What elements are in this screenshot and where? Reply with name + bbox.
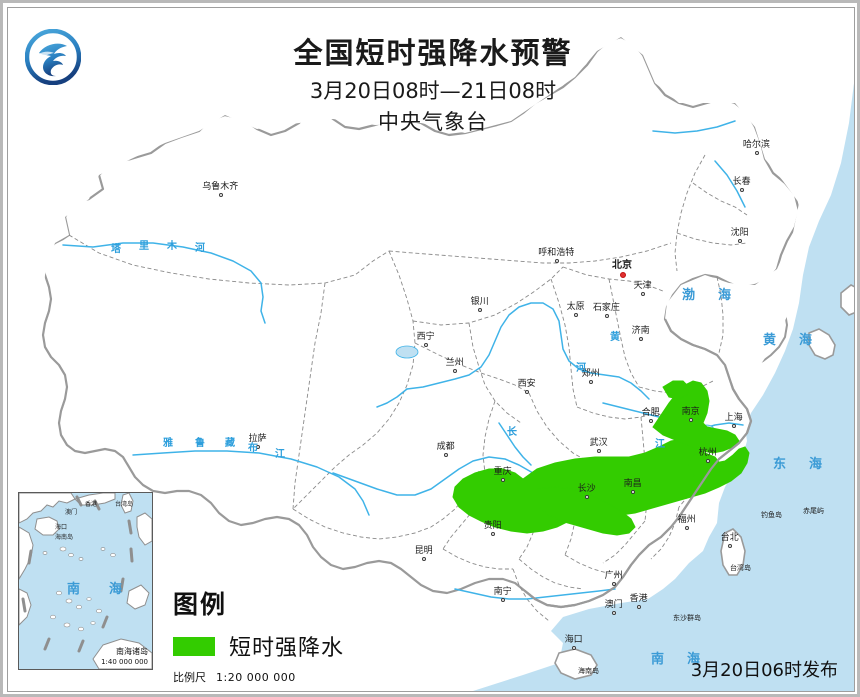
inset-guangdong bbox=[74, 493, 116, 506]
city-marker bbox=[685, 526, 689, 530]
city-marker bbox=[478, 308, 482, 312]
city-marker bbox=[706, 459, 710, 463]
inset-caption: 南海诸岛 bbox=[116, 647, 148, 656]
city-marker bbox=[574, 313, 578, 317]
city-marker bbox=[631, 490, 635, 494]
city-marker bbox=[605, 314, 609, 318]
inset-hainan bbox=[34, 516, 60, 536]
city-marker bbox=[572, 646, 576, 650]
city-marker bbox=[444, 453, 448, 457]
inset-sea-label: 南 海 bbox=[67, 581, 130, 597]
city-marker bbox=[649, 419, 653, 423]
inset-palawan bbox=[126, 584, 150, 610]
legend-item-label: 短时强降水 bbox=[229, 636, 345, 661]
inset-scale: 1:40 000 000 bbox=[101, 658, 148, 666]
city-marker bbox=[555, 259, 559, 263]
city-marker bbox=[453, 369, 457, 373]
city-marker bbox=[755, 151, 759, 155]
city-marker bbox=[256, 445, 260, 449]
rain-area-south-bulge bbox=[532, 486, 636, 536]
city-marker bbox=[689, 418, 693, 422]
city-marker bbox=[740, 188, 744, 192]
city-marker bbox=[525, 390, 529, 394]
legend-panel: 图例 短时强降水 比例尺 1:20 000 000 bbox=[173, 585, 403, 685]
city-marker bbox=[422, 557, 426, 561]
city-marker bbox=[491, 532, 495, 536]
japan-honshu-tip bbox=[840, 284, 854, 316]
city-marker bbox=[732, 424, 736, 428]
china-map-canvas bbox=[3, 3, 857, 694]
city-marker bbox=[501, 598, 505, 602]
rain-area-zhejiang bbox=[688, 452, 722, 482]
city-marker bbox=[641, 292, 645, 296]
inset-reefs bbox=[42, 546, 118, 632]
heavy-rain-warning-area bbox=[452, 380, 750, 536]
legend-title: 图例 bbox=[173, 590, 228, 619]
nine-dash-line bbox=[21, 495, 134, 653]
city-marker bbox=[589, 380, 593, 384]
scale-value: 1:20 000 000 bbox=[216, 671, 296, 684]
ocean-fill bbox=[333, 8, 854, 691]
city-marker bbox=[637, 605, 641, 609]
rain-area-central bbox=[452, 438, 750, 534]
legend-color-swatch bbox=[173, 636, 215, 656]
city-marker bbox=[738, 239, 742, 243]
inset-borneo bbox=[92, 638, 152, 669]
rain-area-shandong-tip bbox=[662, 380, 690, 400]
scale-bar: 比例尺 1:20 000 000 bbox=[173, 669, 403, 685]
city-marker bbox=[639, 337, 643, 341]
city-marker bbox=[501, 478, 505, 482]
inset-taiwan bbox=[120, 493, 134, 514]
hainan-island bbox=[554, 648, 598, 680]
china-coastline-overlay bbox=[524, 318, 753, 609]
city-marker bbox=[219, 193, 223, 197]
city-marker bbox=[585, 495, 589, 499]
release-time-stamp: 3月20日06时发布 bbox=[690, 660, 838, 681]
legend-item-heavy-rain: 短时强降水 bbox=[173, 630, 403, 662]
taiwan-island bbox=[720, 528, 746, 576]
inset-philippines bbox=[136, 512, 152, 546]
city-marker bbox=[612, 582, 616, 586]
inset-mainland bbox=[19, 493, 76, 524]
city-marker bbox=[597, 449, 601, 453]
city-marker bbox=[424, 343, 428, 347]
south-china-sea-inset-map: 南 海 南海诸岛 1:40 000 000 香港 台湾岛 澳门 海口 海南岛 bbox=[18, 492, 153, 670]
city-marker bbox=[728, 544, 732, 548]
city-marker bbox=[612, 611, 616, 615]
cma-dragon-logo bbox=[24, 28, 82, 86]
mongolia-russia-land bbox=[8, 8, 854, 385]
scale-caption: 比例尺 bbox=[173, 671, 206, 684]
capital-marker bbox=[620, 272, 626, 278]
japan-kyushu bbox=[808, 328, 836, 360]
